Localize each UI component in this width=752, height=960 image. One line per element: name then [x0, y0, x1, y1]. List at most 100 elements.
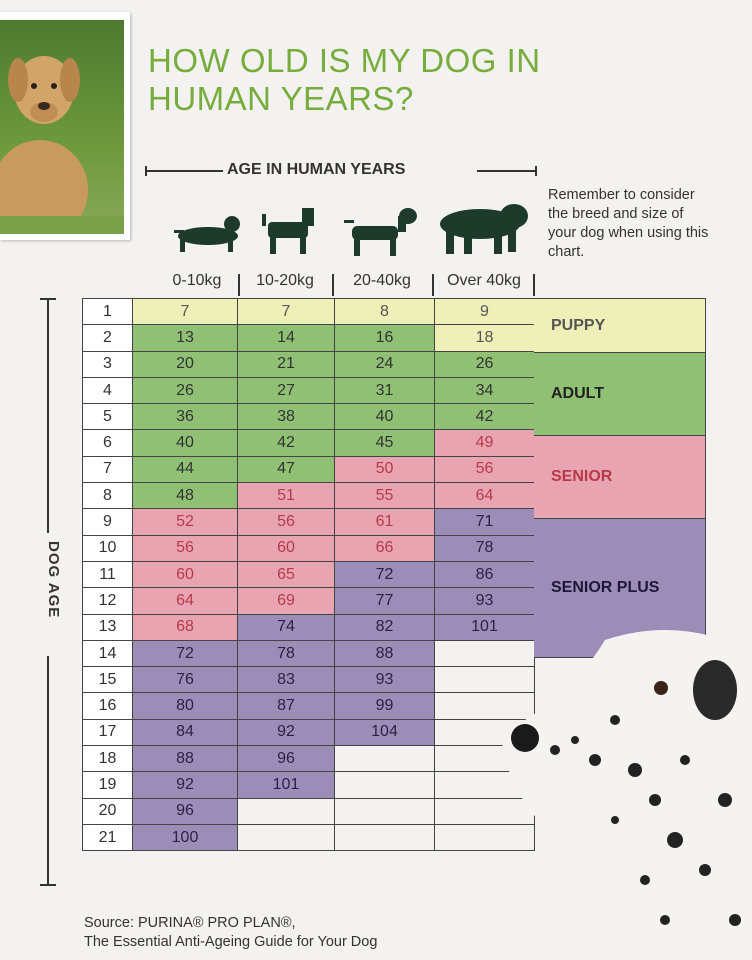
human-years-cell: 27	[237, 376, 335, 405]
table-row: 5 36 38 40 42	[82, 403, 535, 431]
table-row: 3 20 21 24 26	[82, 350, 535, 378]
human-years-cell: 68	[132, 613, 238, 641]
human-years-cell: 51	[237, 482, 335, 510]
human-years-cell: 96	[237, 745, 335, 773]
axis-line-left	[145, 170, 223, 172]
human-years-cell: 60	[132, 560, 238, 589]
dog-age-cell: 8	[82, 482, 133, 510]
col-header-divider	[332, 274, 334, 296]
table-row: 8 48 51 55 64	[82, 482, 535, 510]
dog-age-cell: 15	[82, 666, 133, 694]
human-years-cell: 93	[334, 666, 435, 694]
col-header-divider	[238, 274, 240, 296]
age-conversion-table: 1 7 7 8 9 2 13 14 16 18 3 20 21 24 26 4 26 27 31 34 5 36 38 40 4…	[82, 297, 535, 852]
dog-age-cell: 21	[82, 823, 133, 852]
page-title: HOW OLD IS MY DOG IN HUMAN YEARS?	[148, 42, 541, 117]
human-years-cell: 56	[132, 534, 238, 562]
human-years-cell: 21	[237, 350, 335, 378]
dog-size-icons	[174, 204, 528, 256]
human-years-cell: 86	[434, 560, 535, 589]
col-header-over-40kg: Over 40kg	[447, 272, 521, 289]
human-years-cell: 18	[434, 324, 535, 352]
human-years-cell: 93	[434, 587, 535, 615]
table-row: 21 100	[82, 823, 535, 852]
dog-age-cell: 20	[82, 797, 133, 825]
human-years-cell: 20	[132, 350, 238, 378]
human-years-cell: 24	[334, 350, 435, 378]
axis-cap-bottom	[40, 884, 56, 886]
labrador-photo	[0, 12, 130, 240]
human-years-cell: 101	[237, 771, 335, 799]
axis-line-bottom	[47, 656, 49, 886]
dog-age-label: DOG AGE	[45, 541, 62, 619]
human-years-cell: 45	[334, 429, 435, 457]
giant-dog-icon	[440, 204, 528, 254]
small-dog-icon	[174, 216, 240, 252]
human-years-cell	[237, 797, 335, 825]
human-years-cell: 40	[334, 403, 435, 431]
human-years-cell: 92	[237, 718, 335, 747]
human-years-cell: 36	[132, 403, 238, 431]
human-years-cell	[434, 823, 535, 852]
table-row: 7 44 47 50 56	[82, 455, 535, 484]
stage-adult: ADULT	[534, 353, 706, 436]
dog-age-cell: 18	[82, 745, 133, 773]
col-header-10-20kg: 10-20kg	[256, 272, 314, 289]
dog-age-cell: 7	[82, 455, 133, 484]
human-years-cell: 40	[132, 429, 238, 457]
human-years-cell: 61	[334, 508, 435, 536]
human-years-axis: AGE IN HUMAN YEARS	[145, 158, 540, 184]
table-row: 4 26 27 31 34	[82, 376, 535, 405]
human-years-cell: 14	[237, 324, 335, 352]
human-years-cell: 71	[434, 508, 535, 536]
breed-note: Remember to consider the breed and size …	[548, 187, 709, 260]
human-years-cell: 84	[132, 718, 238, 747]
dog-age-cell: 11	[82, 560, 133, 589]
human-years-cell: 48	[132, 482, 238, 510]
human-years-cell: 100	[132, 823, 238, 852]
human-years-cell: 13	[132, 324, 238, 352]
table-row: 14 72 78 88	[82, 639, 535, 668]
stage-puppy: PUPPY	[534, 298, 706, 353]
human-years-cell: 56	[434, 455, 535, 484]
human-years-cell: 78	[237, 639, 335, 668]
human-years-cell: 87	[237, 692, 335, 720]
human-years-cell	[434, 666, 535, 694]
human-years-cell: 38	[237, 403, 335, 431]
table-row: 9 52 56 61 71	[82, 508, 535, 536]
dog-age-cell: 9	[82, 508, 133, 536]
human-years-cell: 78	[434, 534, 535, 562]
human-years-cell: 96	[132, 797, 238, 825]
dog-age-cell: 3	[82, 350, 133, 378]
table-row: 6 40 42 45 49	[82, 429, 535, 457]
human-years-cell: 7	[132, 297, 238, 326]
human-years-cell: 88	[132, 745, 238, 773]
human-years-cell: 69	[237, 587, 335, 615]
dog-age-cell: 14	[82, 639, 133, 668]
human-years-cell	[334, 823, 435, 852]
dog-age-cell: 19	[82, 771, 133, 799]
human-years-cell: 99	[334, 692, 435, 720]
source-line-1: Source: PURINA® PRO PLAN®,	[84, 915, 296, 931]
axis-line-right	[477, 170, 537, 172]
human-years-cell	[334, 797, 435, 825]
col-header-0-10kg: 0-10kg	[172, 272, 222, 289]
dog-age-cell: 12	[82, 587, 133, 615]
table-row: 20 96	[82, 797, 535, 825]
human-years-cell: 44	[132, 455, 238, 484]
human-years-cell: 42	[237, 429, 335, 457]
human-years-cell: 65	[237, 560, 335, 589]
table-row: 16 80 87 99	[82, 692, 535, 720]
source-citation: Source: PURINA® PRO PLAN®, The Essential…	[84, 914, 377, 952]
col-header-divider	[432, 274, 434, 296]
human-years-cell: 8	[334, 297, 435, 326]
stage-senior: SENIOR	[534, 436, 706, 519]
dog-age-cell: 1	[82, 297, 133, 326]
dog-age-cell: 13	[82, 613, 133, 641]
human-years-cell	[334, 771, 435, 799]
human-years-cell: 72	[132, 639, 238, 668]
human-years-cell: 72	[334, 560, 435, 589]
table-row: 2 13 14 16 18	[82, 324, 535, 352]
dog-age-cell: 6	[82, 429, 133, 457]
